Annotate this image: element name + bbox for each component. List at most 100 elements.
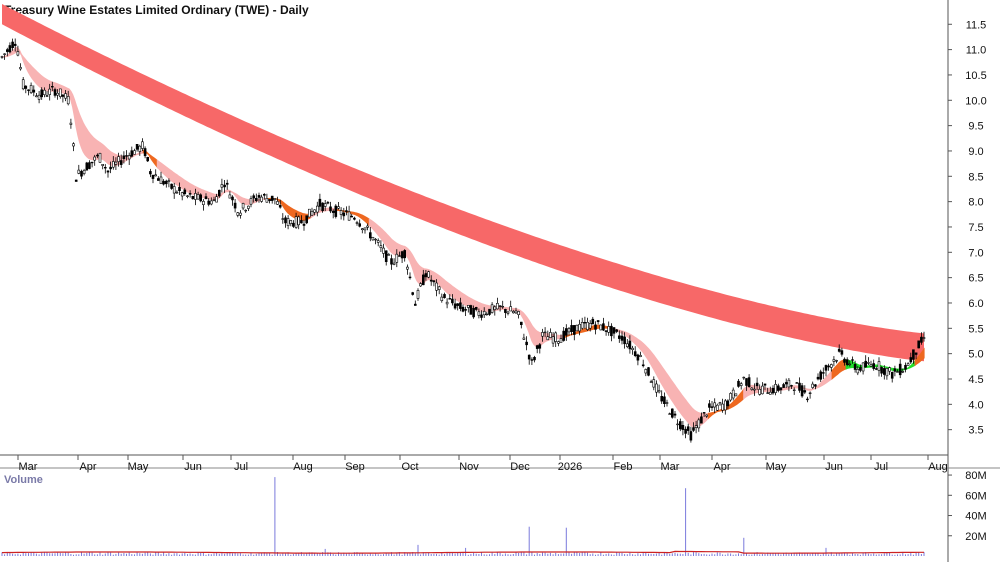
candle-body — [406, 266, 409, 270]
candle-body — [575, 324, 579, 332]
candle-body — [270, 195, 274, 201]
candle-body — [737, 380, 740, 387]
candle-body — [912, 349, 915, 360]
candle-body — [554, 332, 558, 342]
candle-body — [114, 161, 118, 165]
candle-body — [859, 367, 862, 371]
candle-body — [869, 364, 873, 367]
candle-body — [856, 368, 860, 374]
time-tick-label: Dec — [510, 461, 530, 473]
time-tick-label: Aug — [928, 461, 948, 473]
candle-body — [98, 153, 102, 163]
candle-body — [310, 211, 314, 216]
candle-body — [792, 389, 796, 391]
candle-body — [583, 321, 587, 324]
candle-body — [260, 196, 263, 202]
candle-body — [628, 340, 632, 350]
price-tick-label: 8.5 — [968, 171, 983, 183]
price-tick-label: 9.0 — [968, 146, 983, 158]
candle-body — [281, 218, 285, 220]
candle-body — [739, 383, 743, 386]
volume-tick-label: 60M — [965, 490, 986, 502]
candle-body — [782, 384, 785, 388]
candle-body — [382, 247, 385, 254]
candle-body — [527, 354, 531, 360]
candle-body — [32, 89, 36, 93]
candle-body — [159, 176, 163, 184]
candle-body — [549, 332, 552, 338]
candle-body — [127, 155, 131, 160]
candle-body — [3, 53, 6, 55]
candle-body — [761, 385, 764, 395]
candle-body — [64, 93, 67, 99]
candle-body — [700, 416, 703, 424]
candle-body — [323, 203, 327, 207]
candle-body — [784, 382, 788, 385]
candle-body — [35, 95, 38, 98]
candle-body — [334, 205, 338, 217]
candle-body — [112, 161, 115, 168]
candle-body — [85, 162, 89, 171]
candle-body — [787, 379, 791, 388]
candle-body — [644, 369, 648, 374]
candle-body — [641, 364, 645, 367]
candle-body — [617, 335, 621, 339]
candle-body — [66, 96, 70, 105]
candle-body — [74, 179, 78, 182]
price-tick-label: 9.5 — [968, 121, 983, 133]
price-tick-label: 7.0 — [968, 247, 983, 259]
candle-body — [244, 209, 247, 212]
candle-body — [435, 282, 438, 291]
candle-body — [814, 384, 817, 387]
time-tick-label: Mar — [19, 461, 38, 473]
candle-body — [96, 154, 99, 157]
candle-body — [0, 56, 4, 58]
candle-body — [705, 414, 709, 417]
candle-body — [914, 352, 918, 355]
candle-body — [798, 382, 801, 391]
candle-body — [848, 363, 852, 366]
candle-body — [816, 376, 820, 380]
time-tick-label: Feb — [614, 461, 633, 473]
candle-body — [419, 283, 422, 287]
price-tick-label: 6.5 — [968, 273, 983, 285]
price-tick-label: 11.0 — [966, 45, 987, 57]
candle-body — [45, 95, 49, 97]
candle-body — [615, 329, 619, 332]
candle-body — [167, 180, 171, 182]
candle-body — [726, 400, 730, 407]
candle-body — [824, 365, 828, 371]
candle-body — [37, 94, 41, 100]
candle-body — [655, 383, 658, 393]
candle-body — [843, 358, 846, 363]
candle-body — [649, 381, 653, 383]
candle-body — [676, 423, 679, 426]
candle-body — [188, 193, 192, 195]
candle-body — [771, 387, 775, 394]
candle-body — [753, 388, 756, 391]
candle-body — [416, 290, 420, 299]
time-tick-label: Jul — [234, 461, 248, 473]
candle-body — [917, 340, 921, 349]
time-tick-label: Aug — [293, 461, 313, 473]
candle-body — [657, 390, 661, 393]
candle-body — [135, 144, 139, 150]
candle-body — [398, 255, 401, 257]
candle-body — [890, 371, 894, 379]
candle-body — [252, 195, 255, 199]
candle-body — [141, 141, 144, 149]
candle-body — [16, 51, 20, 56]
candle-body — [276, 201, 279, 205]
candle-body — [620, 335, 624, 341]
candle-body — [490, 304, 494, 313]
candle-body — [122, 155, 126, 160]
short-band-segment — [914, 347, 925, 367]
candle-body — [329, 206, 332, 212]
candle-body — [898, 363, 902, 376]
candle-body — [533, 356, 536, 361]
candle-body — [607, 326, 611, 333]
candle-body — [694, 425, 698, 428]
candle-body — [530, 359, 534, 361]
candle-body — [106, 170, 110, 173]
candle-body — [896, 371, 899, 373]
